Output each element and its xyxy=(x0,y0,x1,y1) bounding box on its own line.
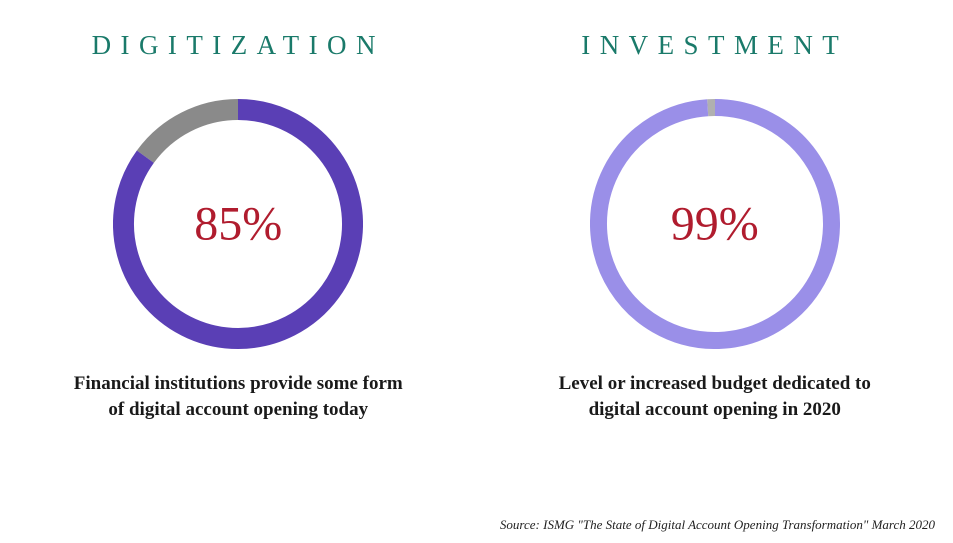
donut-investment: 99% xyxy=(590,99,840,349)
caption-investment: Level or increased budget dedicated to d… xyxy=(545,371,885,422)
source-citation: Source: ISMG "The State of Digital Accou… xyxy=(500,517,935,533)
panel-investment: INVESTMENT 99% Level or increased budget… xyxy=(477,0,953,543)
donut-value-digitization: 85% xyxy=(194,197,282,252)
chart-container: DIGITIZATION 85% Financial institutions … xyxy=(0,0,953,543)
caption-digitization: Financial institutions provide some form… xyxy=(68,371,408,422)
donut-digitization: 85% xyxy=(113,99,363,349)
heading-investment: INVESTMENT xyxy=(581,30,848,61)
heading-digitization: DIGITIZATION xyxy=(92,30,385,61)
donut-value-investment: 99% xyxy=(671,197,759,252)
panel-digitization: DIGITIZATION 85% Financial institutions … xyxy=(0,0,477,543)
